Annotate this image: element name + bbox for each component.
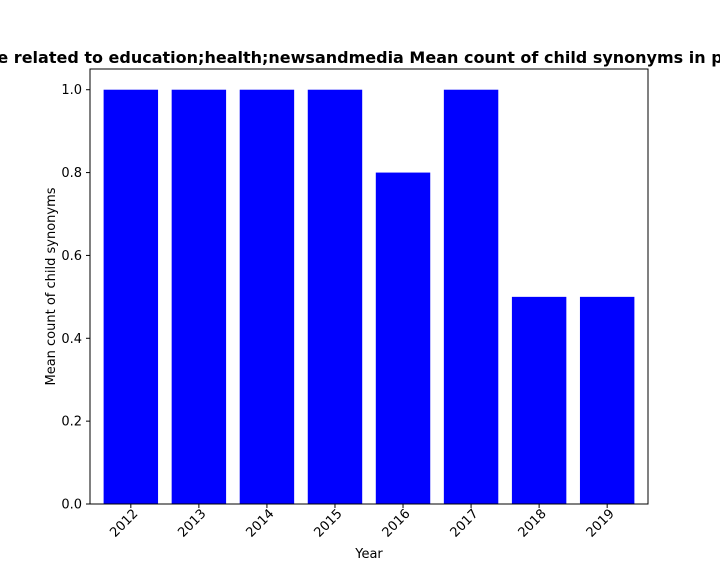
bar-2018	[511, 296, 567, 504]
bar-2013	[171, 89, 227, 505]
bar-2017	[443, 89, 499, 505]
y-tick-label-2: 0.4	[61, 332, 82, 347]
plot-area-frame	[89, 68, 649, 505]
bar-2015	[307, 89, 363, 505]
y-axis-label: Mean count of child synonyms	[44, 187, 59, 385]
y-tick-label-4: 0.8	[61, 166, 82, 181]
bars-group	[103, 89, 635, 505]
bar-2019	[579, 296, 635, 504]
y-tick-label-0: 0.0	[61, 498, 82, 513]
y-tick-label-3: 0.6	[61, 249, 82, 264]
x-axis-label: Year	[354, 547, 383, 562]
bar-2014	[239, 89, 295, 505]
bar-2016	[375, 172, 431, 504]
y-tick-label-1: 0.2	[61, 415, 82, 430]
chart-title: e related to education;health;newsandmed…	[0, 48, 720, 67]
bar-2012	[103, 89, 159, 505]
y-axis: 0.0 0.2 0.4 0.6 0.8 1.0	[61, 83, 90, 513]
y-tick-label-5: 1.0	[61, 83, 82, 98]
